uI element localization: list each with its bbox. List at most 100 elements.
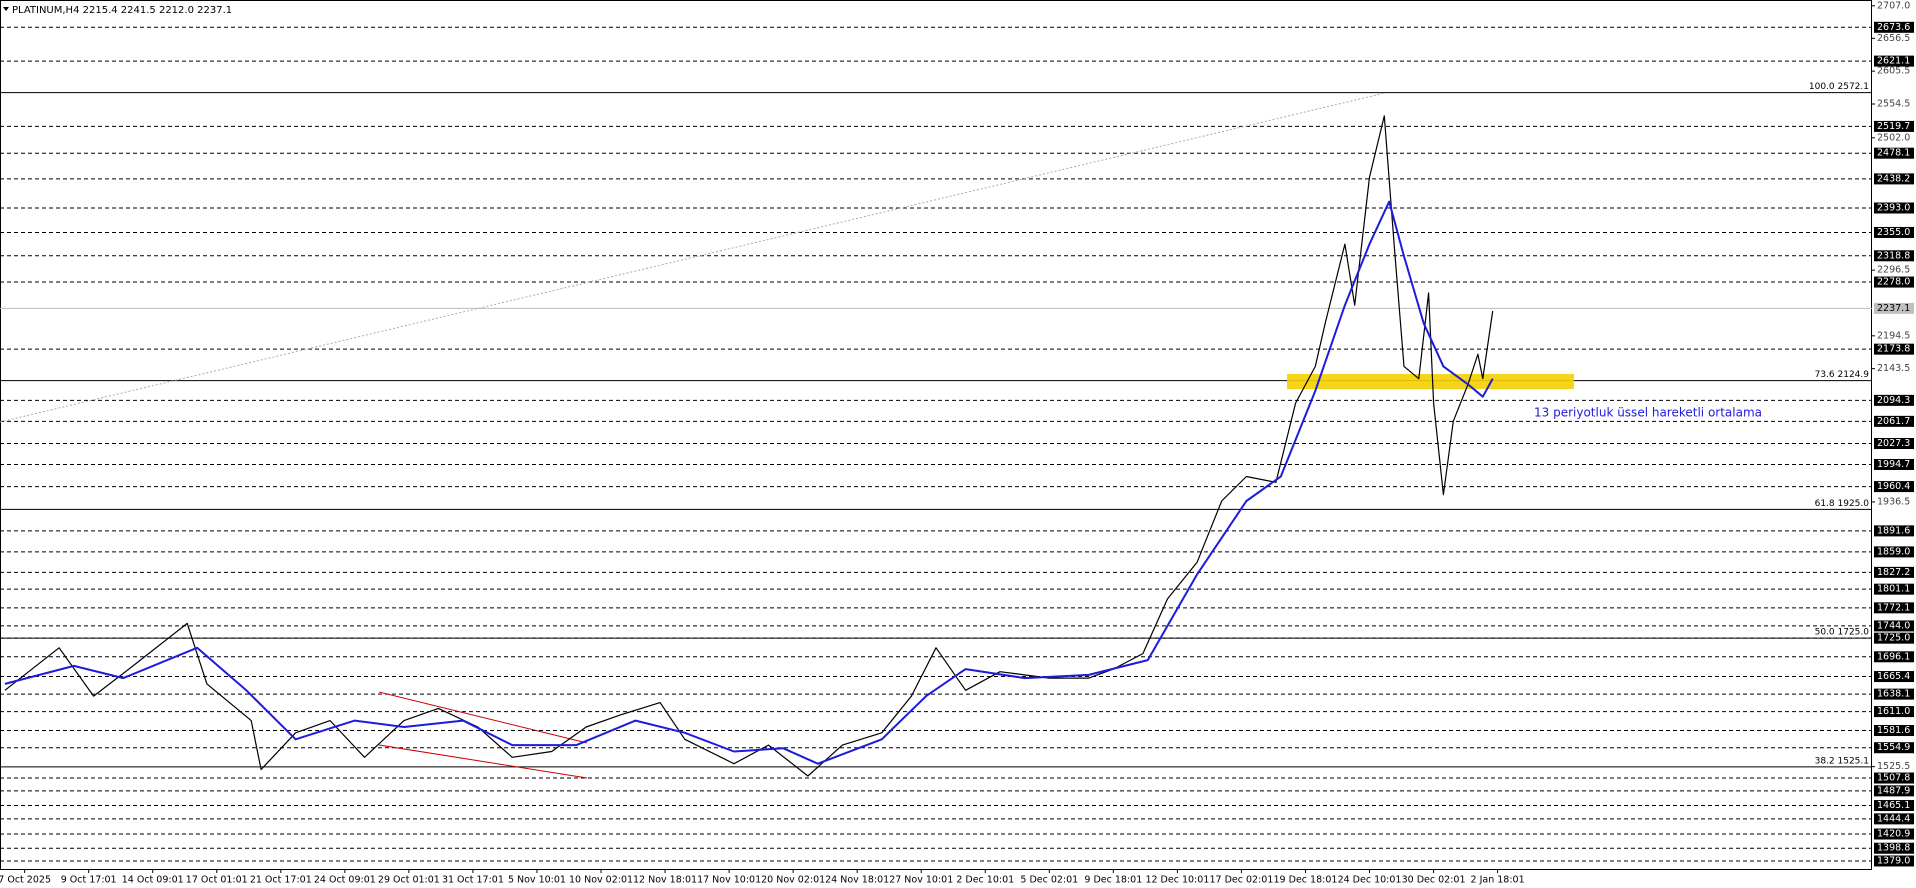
- level-box: [1874, 688, 1914, 700]
- level-label: 2278.0: [1877, 277, 1910, 288]
- level-box: [1874, 438, 1914, 450]
- y-tick-label: 1936.5: [1877, 496, 1910, 507]
- fib-label: 100.0 2572.1: [1809, 82, 1869, 92]
- x-tick-label: 12 Nov 18:01: [633, 875, 697, 886]
- title-icon: [3, 7, 9, 11]
- level-label: 1891.6: [1877, 525, 1910, 536]
- level-box: [1874, 620, 1914, 632]
- level-label: 1398.8: [1877, 843, 1910, 854]
- channel-lower: [378, 744, 588, 779]
- level-label: 2519.7: [1877, 121, 1910, 132]
- level-box: [1874, 706, 1914, 718]
- level-label: 1487.9: [1877, 785, 1910, 796]
- level-box: [1874, 671, 1914, 683]
- y-tick-label: 2502.0: [1877, 132, 1910, 143]
- level-label: 1507.8: [1877, 773, 1910, 784]
- level-label: 1554.9: [1877, 742, 1910, 753]
- level-label: 2478.1: [1877, 148, 1910, 159]
- level-box: [1874, 120, 1914, 132]
- level-label: 2673.6: [1877, 22, 1910, 33]
- level-box: [1874, 394, 1914, 406]
- trend-line: [0, 92, 1386, 423]
- level-box: [1874, 842, 1914, 854]
- x-tick-label: 17 Dec 02:01: [1209, 875, 1273, 886]
- level-label: 2173.8: [1877, 344, 1910, 355]
- level-box: [1874, 173, 1914, 185]
- level-box: [1874, 651, 1914, 663]
- level-box: [1874, 632, 1914, 644]
- support-zone: [1287, 374, 1574, 389]
- y-tick-label: 2143.5: [1877, 363, 1910, 374]
- level-label: 2355.0: [1877, 227, 1910, 238]
- x-tick-label: 2 Jan 18:01: [1471, 875, 1525, 886]
- annotation: 13 periyotluk üssel hareketli ortalama: [1534, 406, 1762, 420]
- level-label: 2094.3: [1877, 395, 1910, 406]
- x-tick-label: 12 Dec 10:01: [1145, 875, 1209, 886]
- x-tick-label: 7 Oct 2025: [0, 875, 51, 886]
- level-box: [1874, 55, 1914, 67]
- y-tick-label: 2656.5: [1877, 33, 1910, 44]
- level-box: [1874, 855, 1914, 867]
- x-tick-label: 5 Nov 10:01: [508, 875, 566, 886]
- fib-label: 73.6 2124.9: [1815, 370, 1870, 380]
- fib-label: 38.2 1525.1: [1815, 756, 1869, 766]
- level-box: [1874, 772, 1914, 784]
- level-label: 1744.0: [1877, 620, 1910, 631]
- x-tick-label: 30 Dec 02:01: [1402, 875, 1466, 886]
- level-label: 1665.4: [1877, 671, 1910, 682]
- level-label: 1801.1: [1877, 584, 1910, 595]
- x-tick-label: 27 Nov 10:01: [889, 875, 953, 886]
- level-label: 2027.3: [1877, 438, 1910, 449]
- level-label: 1696.1: [1877, 651, 1910, 662]
- current-price-box: [1874, 302, 1914, 314]
- x-tick-label: 5 Dec 02:01: [1020, 875, 1078, 886]
- x-tick-label: 10 Nov 02:01: [569, 875, 633, 886]
- level-label: 1772.1: [1877, 602, 1910, 613]
- level-label: 1827.2: [1877, 567, 1910, 578]
- x-tick-label: 31 Oct 17:01: [442, 875, 504, 886]
- level-box: [1874, 742, 1914, 754]
- level-label: 1465.1: [1877, 800, 1910, 811]
- level-box: [1874, 813, 1914, 825]
- level-box: [1874, 785, 1914, 797]
- x-tick-label: 9 Oct 17:01: [61, 875, 117, 886]
- level-box: [1874, 250, 1914, 262]
- level-label: 2438.2: [1877, 173, 1910, 184]
- level-box: [1874, 202, 1914, 214]
- level-box: [1874, 343, 1914, 355]
- channel-upper: [378, 691, 588, 744]
- level-box: [1874, 276, 1914, 288]
- level-box: [1874, 583, 1914, 595]
- level-label: 1420.9: [1877, 829, 1910, 840]
- y-tick-label: 2554.5: [1877, 99, 1910, 110]
- level-box: [1874, 800, 1914, 812]
- ema-line: [4, 200, 1494, 765]
- level-box: [1874, 725, 1914, 737]
- level-label: 1611.0: [1877, 706, 1910, 717]
- x-tick-label: 17 Nov 10:01: [697, 875, 761, 886]
- x-tick-label: 9 Dec 18:01: [1084, 875, 1142, 886]
- level-label: 1444.4: [1877, 813, 1910, 824]
- x-tick-label: 21 Oct 17:01: [250, 875, 312, 886]
- level-label: 1859.0: [1877, 546, 1910, 557]
- level-box: [1874, 828, 1914, 840]
- level-label: 1581.6: [1877, 725, 1910, 736]
- level-label: 1379.0: [1877, 855, 1910, 866]
- level-label: 2318.8: [1877, 250, 1910, 261]
- current-price-label: 2237.1: [1877, 303, 1910, 314]
- price-axis: 2707.0 2656.5 2605.5 2554.5 2502.0 2296.5 2194…: [1872, 0, 1914, 867]
- level-label: 2393.0: [1877, 203, 1910, 214]
- level-label: 1994.7: [1877, 459, 1910, 470]
- level-label: 1638.1: [1877, 689, 1910, 700]
- x-tick-label: 2 Dec 10:01: [956, 875, 1014, 886]
- y-tick-label: 2194.5: [1877, 330, 1910, 341]
- level-box: [1874, 415, 1914, 427]
- level-label: 1960.4: [1877, 481, 1910, 492]
- x-tick-label: 24 Nov 18:01: [825, 875, 889, 886]
- y-tick-label: 2296.5: [1877, 265, 1910, 276]
- level-box: [1874, 147, 1914, 159]
- level-box: [1874, 226, 1914, 238]
- level-box: [1874, 566, 1914, 578]
- fib-label: 50.0 1725.0: [1815, 628, 1870, 638]
